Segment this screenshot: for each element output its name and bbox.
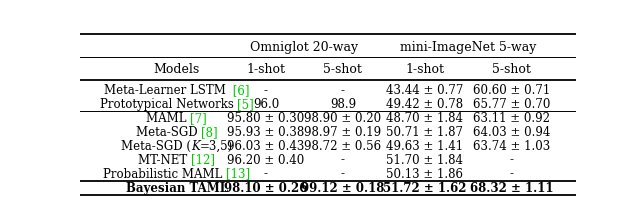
Text: Prototypical Networks: Prototypical Networks: [100, 98, 237, 111]
Text: 63.11 ± 0.92: 63.11 ± 0.92: [473, 112, 550, 125]
Text: mini-ImageNet 5-way: mini-ImageNet 5-way: [400, 41, 536, 54]
Text: [7]: [7]: [191, 112, 207, 125]
Text: 98.9: 98.9: [330, 98, 356, 111]
Text: 43.44 ± 0.77: 43.44 ± 0.77: [386, 84, 463, 97]
Text: 51.72 ± 1.62: 51.72 ± 1.62: [383, 181, 467, 194]
Text: -: -: [264, 168, 268, 181]
Text: [12]: [12]: [191, 154, 215, 167]
Text: Omniglot 20-way: Omniglot 20-way: [250, 41, 358, 54]
Text: Meta-SGD: Meta-SGD: [136, 126, 201, 139]
Text: 96.03 ± 0.43: 96.03 ± 0.43: [227, 140, 305, 153]
Text: 63.74 ± 1.03: 63.74 ± 1.03: [473, 140, 550, 153]
Text: [6]: [6]: [229, 84, 250, 97]
Text: 49.63 ± 1.41: 49.63 ± 1.41: [386, 140, 463, 153]
Text: Probabilistic MAML: Probabilistic MAML: [103, 168, 226, 181]
Text: 96.20 ± 0.40: 96.20 ± 0.40: [227, 154, 305, 167]
Text: 64.03 ± 0.94: 64.03 ± 0.94: [473, 126, 550, 139]
Text: MAML: MAML: [146, 112, 191, 125]
Text: 48.70 ± 1.84: 48.70 ± 1.84: [386, 112, 463, 125]
Text: Bayesian TAML: Bayesian TAML: [125, 181, 228, 194]
Text: 96.0: 96.0: [253, 98, 279, 111]
Text: 5-shot: 5-shot: [323, 63, 362, 76]
Text: 1-shot: 1-shot: [405, 63, 444, 76]
Text: -: -: [341, 84, 345, 97]
Text: =3,5): =3,5): [200, 140, 233, 153]
Text: -: -: [341, 154, 345, 167]
Text: -: -: [264, 84, 268, 97]
Text: 68.32 ± 1.11: 68.32 ± 1.11: [470, 181, 553, 194]
Text: Models: Models: [154, 63, 200, 76]
Text: 60.60 ± 0.71: 60.60 ± 0.71: [473, 84, 550, 97]
Text: K: K: [191, 140, 200, 153]
Text: 99.12 ± 0.18: 99.12 ± 0.18: [301, 181, 385, 194]
Text: 98.72 ± 0.56: 98.72 ± 0.56: [304, 140, 381, 153]
Text: 50.71 ± 1.87: 50.71 ± 1.87: [386, 126, 463, 139]
Text: Meta-SGD (: Meta-SGD (: [121, 140, 191, 153]
Text: -: -: [341, 168, 345, 181]
Text: -: -: [509, 168, 513, 181]
Text: 98.97 ± 0.19: 98.97 ± 0.19: [304, 126, 381, 139]
Text: Meta-Learner LSTM: Meta-Learner LSTM: [104, 84, 229, 97]
Text: [13]: [13]: [226, 168, 250, 181]
Text: 5-shot: 5-shot: [492, 63, 531, 76]
Text: 1-shot: 1-shot: [246, 63, 285, 76]
Text: 50.13 ± 1.86: 50.13 ± 1.86: [386, 168, 463, 181]
Text: 65.77 ± 0.70: 65.77 ± 0.70: [473, 98, 550, 111]
Text: 95.80 ± 0.30: 95.80 ± 0.30: [227, 112, 305, 125]
Text: 98.90 ± 0.20: 98.90 ± 0.20: [304, 112, 381, 125]
Text: [8]: [8]: [201, 126, 218, 139]
Text: 49.42 ± 0.78: 49.42 ± 0.78: [386, 98, 463, 111]
Text: [5]: [5]: [237, 98, 254, 111]
Text: 51.70 ± 1.84: 51.70 ± 1.84: [386, 154, 463, 167]
Text: -: -: [509, 154, 513, 167]
Text: MT-NET: MT-NET: [138, 154, 191, 167]
Text: 95.93 ± 0.38: 95.93 ± 0.38: [227, 126, 305, 139]
Text: 98.10 ± 0.26: 98.10 ± 0.26: [224, 181, 308, 194]
